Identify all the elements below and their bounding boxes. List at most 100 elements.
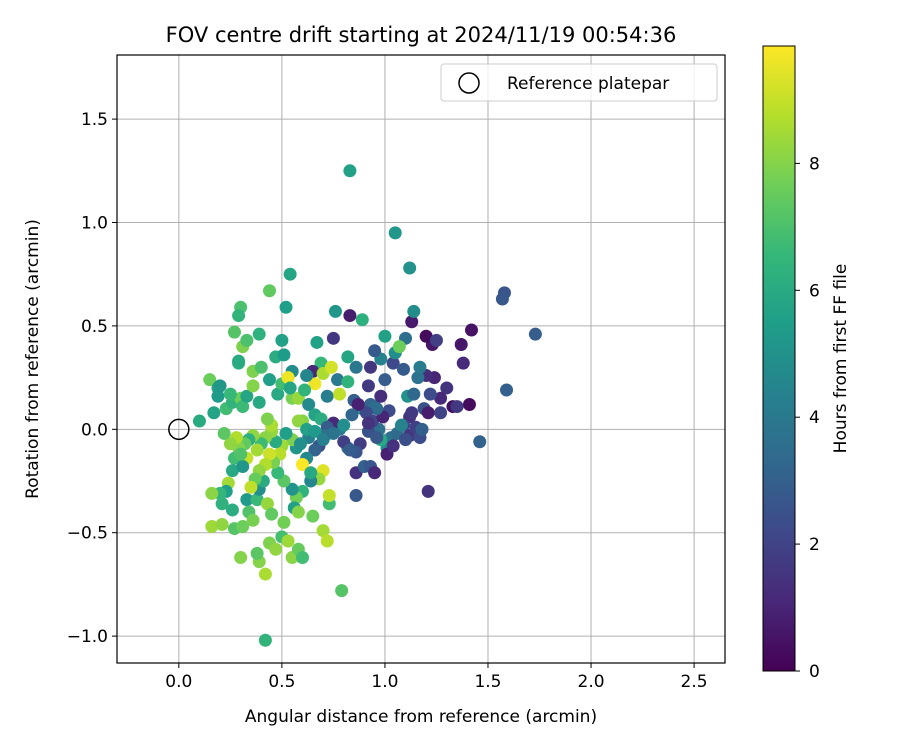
data-point bbox=[252, 395, 266, 409]
data-point bbox=[271, 387, 285, 401]
data-point bbox=[308, 443, 322, 457]
x-tick-label: 2.0 bbox=[578, 672, 605, 692]
data-point bbox=[349, 360, 363, 374]
data-point bbox=[215, 517, 229, 531]
data-point bbox=[211, 389, 225, 403]
colorbar-tick-label: 6 bbox=[809, 281, 820, 301]
data-point bbox=[298, 383, 312, 397]
data-point bbox=[434, 391, 448, 405]
reference-marker-layer bbox=[168, 418, 190, 441]
data-point bbox=[205, 486, 219, 500]
x-tick-label: 1.5 bbox=[474, 672, 501, 692]
y-tick-label: 0.5 bbox=[81, 317, 108, 337]
data-point bbox=[450, 400, 464, 414]
data-point bbox=[473, 435, 487, 449]
data-point bbox=[419, 329, 433, 343]
x-tick-label: 0.5 bbox=[268, 672, 295, 692]
data-point bbox=[279, 300, 293, 314]
y-axis-label: Rotation from reference (arcmin) bbox=[23, 219, 43, 499]
data-point bbox=[378, 329, 392, 343]
data-point bbox=[361, 416, 375, 430]
data-point bbox=[225, 464, 239, 478]
data-point bbox=[281, 371, 295, 385]
data-point bbox=[337, 418, 351, 432]
data-point bbox=[240, 493, 254, 507]
data-point bbox=[413, 360, 427, 374]
data-point bbox=[246, 379, 260, 393]
data-point bbox=[341, 375, 355, 389]
data-point bbox=[217, 426, 231, 440]
data-point bbox=[236, 400, 250, 414]
data-point bbox=[310, 335, 324, 349]
colorbar: 0 2 4 6 8 Hours from first FF file bbox=[762, 45, 851, 682]
data-point bbox=[343, 309, 357, 323]
data-point bbox=[293, 437, 307, 451]
y-tick-label: −1.0 bbox=[67, 627, 108, 647]
y-axis-ticks: −1.0 −0.5 0.0 0.5 1.0 1.5 bbox=[67, 110, 117, 647]
data-point bbox=[260, 412, 274, 426]
data-point bbox=[213, 379, 227, 393]
data-point bbox=[320, 534, 334, 548]
data-point bbox=[265, 507, 279, 521]
data-point bbox=[302, 397, 316, 411]
data-point bbox=[349, 488, 363, 502]
data-point bbox=[386, 439, 400, 453]
x-tick-label: 1.0 bbox=[371, 672, 398, 692]
data-point bbox=[407, 387, 421, 401]
reference-platepar-marker bbox=[168, 418, 190, 441]
data-point bbox=[254, 360, 268, 374]
data-point bbox=[328, 304, 342, 318]
data-point bbox=[456, 356, 470, 370]
data-point bbox=[333, 387, 347, 401]
data-point bbox=[207, 406, 221, 420]
data-point bbox=[405, 315, 419, 329]
plot-frame bbox=[116, 54, 726, 664]
data-point bbox=[236, 460, 250, 474]
data-point bbox=[355, 313, 369, 327]
colorbar-tick-label: 2 bbox=[809, 535, 820, 555]
data-points bbox=[192, 164, 542, 647]
colorbar-tick-label: 8 bbox=[809, 154, 820, 174]
x-axis-label: Angular distance from reference (arcmin) bbox=[245, 707, 597, 727]
data-point bbox=[223, 387, 237, 401]
data-point bbox=[295, 551, 309, 565]
data-point bbox=[399, 433, 413, 447]
data-point bbox=[335, 584, 349, 598]
data-point bbox=[263, 447, 277, 461]
data-point bbox=[234, 447, 248, 461]
data-point bbox=[277, 348, 291, 362]
data-point bbox=[291, 414, 305, 428]
data-point bbox=[423, 387, 437, 401]
data-point bbox=[411, 371, 425, 385]
data-point bbox=[285, 482, 299, 496]
data-point bbox=[421, 406, 435, 420]
data-point bbox=[326, 426, 340, 440]
data-point bbox=[403, 261, 417, 275]
data-point bbox=[464, 323, 478, 337]
data-point bbox=[359, 406, 373, 420]
data-point bbox=[368, 344, 382, 358]
data-point bbox=[394, 418, 408, 432]
data-point bbox=[205, 520, 219, 534]
data-point bbox=[306, 509, 320, 523]
data-point bbox=[528, 327, 542, 341]
data-point bbox=[263, 284, 277, 298]
data-point bbox=[232, 354, 246, 368]
data-point bbox=[269, 435, 283, 449]
data-point bbox=[295, 457, 309, 471]
data-point bbox=[421, 484, 435, 498]
data-point bbox=[370, 402, 384, 416]
colorbar-ticks: 0 2 4 6 8 bbox=[795, 154, 820, 682]
data-point bbox=[271, 466, 285, 480]
data-point bbox=[240, 333, 254, 347]
data-point bbox=[275, 333, 289, 347]
legend-label: Reference platepar bbox=[507, 74, 669, 94]
data-point bbox=[454, 338, 468, 352]
x-tick-label: 0.0 bbox=[165, 672, 192, 692]
data-point bbox=[308, 377, 322, 391]
y-tick-label: 0.0 bbox=[81, 420, 108, 440]
data-point bbox=[304, 466, 318, 480]
legend-box bbox=[440, 63, 718, 102]
data-point bbox=[215, 497, 229, 511]
